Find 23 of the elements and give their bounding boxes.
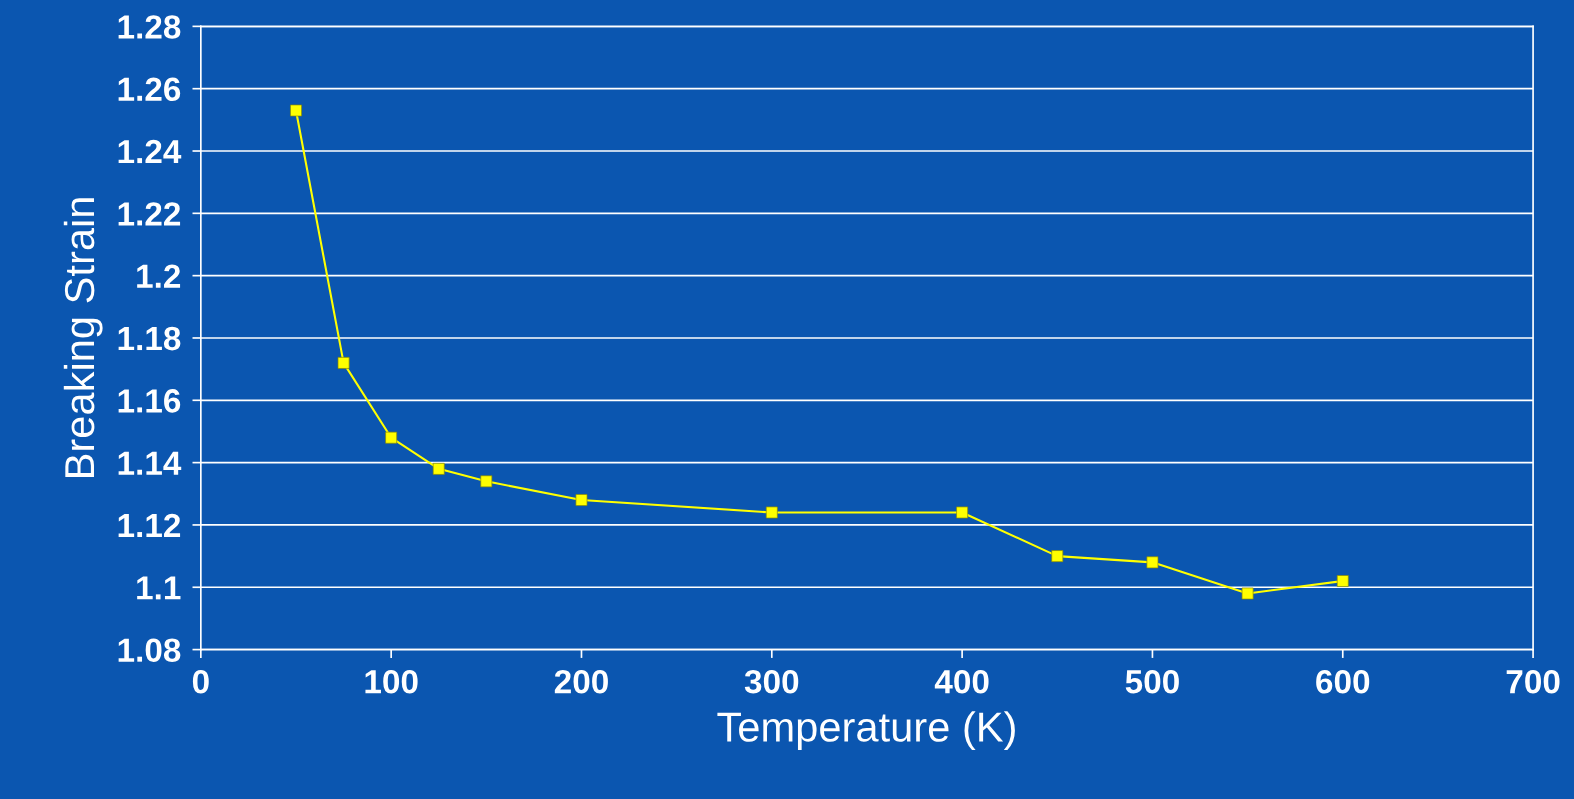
y-tick-label: 1.16 — [118, 389, 181, 413]
x-tick-label: 100 — [365, 669, 418, 694]
point — [1336, 575, 1349, 587]
x-tick-label: 200 — [554, 669, 608, 694]
x-tick-label: 600 — [1316, 669, 1370, 694]
y-tick-label: 1.22 — [118, 202, 181, 226]
x-tick-label: 400 — [934, 669, 989, 694]
x-axis-title: Temperature (K) — [717, 711, 1015, 751]
x-tick-label: 300 — [744, 669, 799, 694]
y-tick-label: 1.08 — [118, 638, 181, 662]
y-tick-label: 1.18 — [118, 326, 181, 351]
y-tick-label: 1.28 — [118, 15, 181, 39]
y-axis-title: Breaking Strain — [63, 198, 103, 477]
y-tick-label: 1.12 — [118, 513, 181, 538]
y-tick-label: 1.26 — [118, 77, 181, 102]
point — [575, 494, 588, 506]
x-tick-label: 500 — [1125, 669, 1179, 694]
y-tick-label: 1.14 — [118, 451, 182, 475]
y-tick-label: 1.1 — [137, 576, 181, 600]
y-tick-label: 1.2 — [137, 264, 181, 288]
x-tick-label: 700 — [1506, 669, 1560, 694]
y-tick-label: 1.24 — [118, 139, 182, 164]
x-tick-label: 0 — [192, 669, 209, 694]
